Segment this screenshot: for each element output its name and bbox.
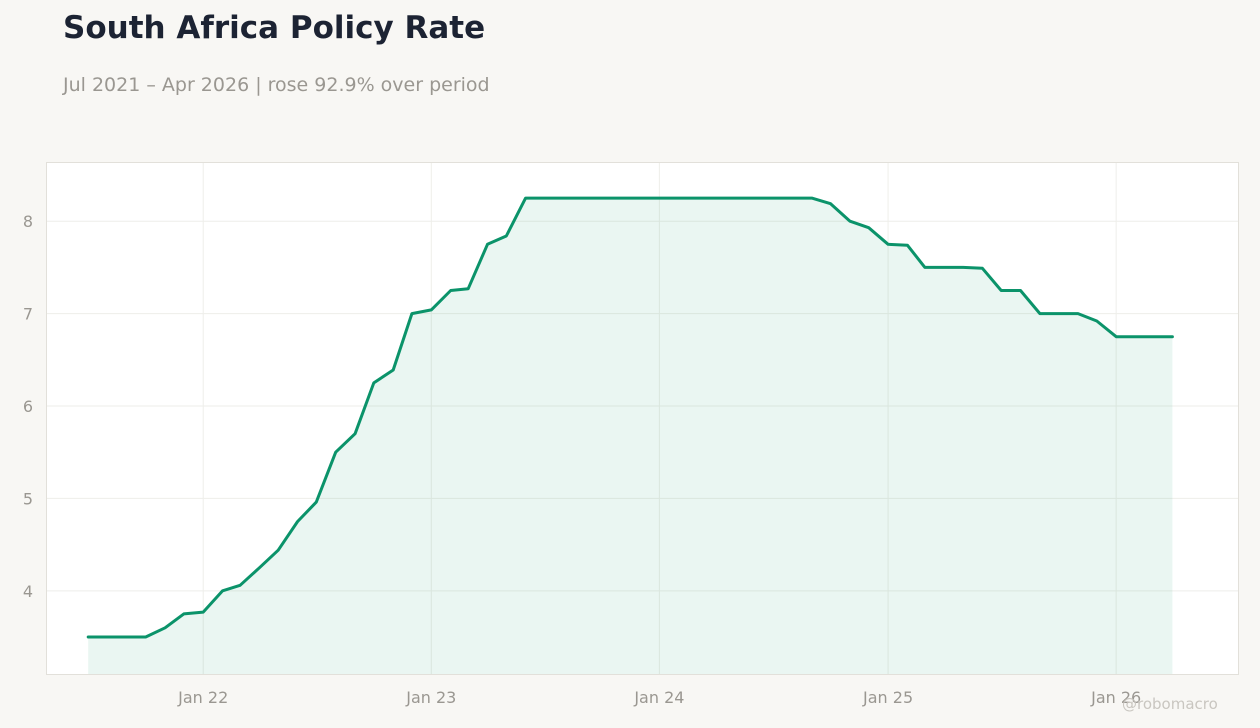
axis-labels: 4 5 6 7 8 Jan 22 Jan 23 Jan 24 Jan 25 Jan 26 bbox=[23, 212, 1141, 707]
y-tick-label: 8 bbox=[23, 212, 33, 231]
x-tick-label: Jan 23 bbox=[405, 688, 456, 707]
chart-subtitle: Jul 2021 – Apr 2026 | rose 92.9% over pe… bbox=[63, 74, 490, 96]
chart-title: South Africa Policy Rate bbox=[63, 10, 486, 46]
y-tick-label: 4 bbox=[23, 582, 33, 601]
y-tick-label: 7 bbox=[23, 305, 33, 324]
x-tick-label: Jan 25 bbox=[862, 688, 913, 707]
series-area-fill bbox=[88, 198, 1173, 674]
watermark: @robomacro bbox=[1122, 695, 1218, 713]
series-line bbox=[86, 196, 1174, 639]
y-tick-label: 5 bbox=[23, 489, 33, 508]
x-tick-label: Jan 22 bbox=[177, 688, 228, 707]
series-layer bbox=[86, 196, 1174, 674]
x-tick-label: Jan 24 bbox=[633, 688, 684, 707]
y-tick-label: 6 bbox=[23, 397, 33, 416]
x-tick-label: Jan 26 bbox=[1090, 688, 1141, 707]
plot-area bbox=[46, 162, 1239, 675]
